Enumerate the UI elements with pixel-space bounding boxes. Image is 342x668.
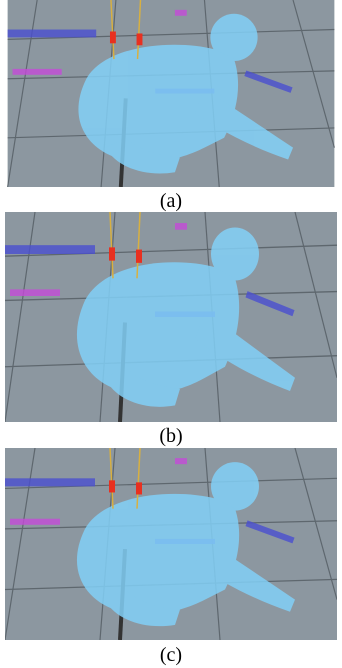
panel-image [5,448,337,640]
caption: (b) [0,425,342,447]
panel-image [5,0,337,187]
page: (a) (b) (c) (() => { const data = JSON.p… [0,0,342,668]
caption: (c) [0,644,342,666]
caption: (a) [0,190,342,212]
panel-image [5,212,337,422]
